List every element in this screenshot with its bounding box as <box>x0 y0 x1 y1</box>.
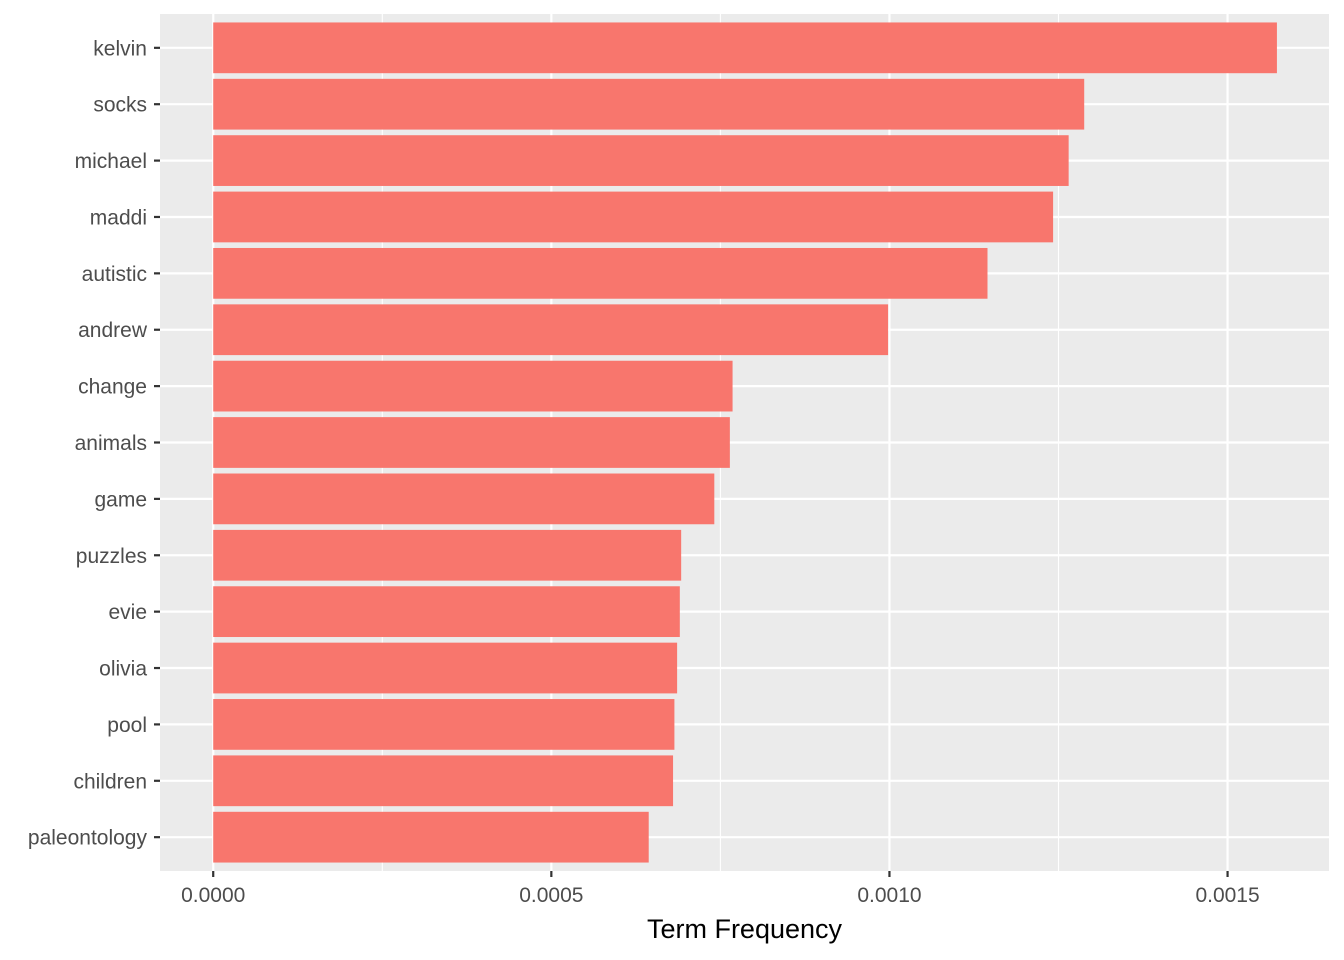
y-tick-label: children <box>73 770 147 793</box>
x-tick-label: 0.0005 <box>519 884 583 907</box>
bar-paleontology <box>213 811 649 863</box>
y-tick-label: olivia <box>99 658 147 681</box>
bar-andrew <box>213 304 889 356</box>
y-tick-label: paleontology <box>28 827 148 850</box>
y-tick-label: autistic <box>82 263 147 286</box>
bar-animals <box>213 417 730 468</box>
y-tick-label: change <box>78 376 147 399</box>
bar-change <box>213 360 733 412</box>
y-tick-label: game <box>94 488 147 511</box>
x-tick-label: 0.0010 <box>857 884 921 907</box>
x-tick-label: 0.0000 <box>181 884 245 907</box>
bar-autistic <box>213 247 988 299</box>
bar-michael <box>213 135 1069 186</box>
y-tick-label: pool <box>107 714 147 737</box>
bar-olivia <box>213 642 678 694</box>
bar-pool <box>213 699 675 750</box>
y-tick-label: andrew <box>78 319 148 342</box>
y-tick-label: kelvin <box>93 37 147 60</box>
y-tick-label: puzzles <box>76 545 147 568</box>
bar-kelvin <box>213 22 1277 74</box>
x-axis-title: Term Frequency <box>647 914 843 944</box>
bars <box>213 22 1277 863</box>
y-axis: kelvin socks michael maddi autistic andrew cha… <box>28 37 160 850</box>
x-axis: 0.0000 0.0005 0.0010 0.0015 <box>181 871 1260 907</box>
bar-maddi <box>213 191 1054 243</box>
bar-children <box>213 755 674 807</box>
y-tick-label: evie <box>108 601 147 624</box>
bar-evie <box>213 586 680 638</box>
y-tick-label: michael <box>75 150 147 173</box>
bar-socks <box>213 78 1085 130</box>
y-tick-label: maddi <box>90 206 147 229</box>
y-tick-label: socks <box>93 94 147 117</box>
y-tick-label: animals <box>75 432 147 455</box>
bar-puzzles <box>213 529 682 581</box>
bar-game <box>213 473 715 525</box>
x-tick-label: 0.0015 <box>1195 884 1259 907</box>
